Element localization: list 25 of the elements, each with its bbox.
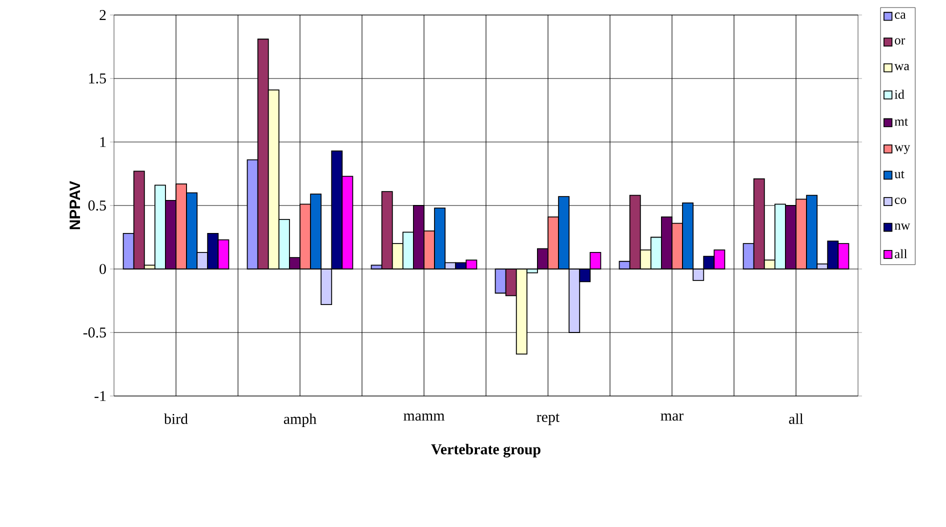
legend-label: nw <box>894 223 910 230</box>
y-tick-label: 0 <box>100 264 106 274</box>
legend-label: wy <box>894 145 910 154</box>
x-tick-label: mamm <box>404 413 445 421</box>
y-tick-label: 1 <box>100 137 106 147</box>
y-tick-label: 0.5 <box>88 200 106 211</box>
legend-label: co <box>894 198 906 204</box>
legend-label: mt <box>894 118 908 126</box>
legend-label: id <box>894 90 904 99</box>
x-tick-label: mar <box>660 413 684 421</box>
x-tick-label: rept <box>536 413 560 426</box>
legend-label: ut <box>894 170 904 178</box>
y-axis-title: NPPAV <box>70 180 80 230</box>
legend-label: all <box>894 249 908 258</box>
legend-label: or <box>894 38 906 45</box>
legend-label: wa <box>894 64 910 70</box>
x-tick-label: amph <box>284 413 316 428</box>
y-tick-label: 2 <box>100 10 106 20</box>
y-tick-label: 1.5 <box>89 73 106 84</box>
x-tick-label: bird <box>164 413 188 424</box>
x-axis-title: Vertebrate group <box>431 444 540 458</box>
y-tick-label: -0.5 <box>83 327 106 338</box>
x-tick-label: all <box>789 413 804 424</box>
y-tick-label: -1 <box>94 391 106 401</box>
legend-label: ca <box>894 12 906 19</box>
